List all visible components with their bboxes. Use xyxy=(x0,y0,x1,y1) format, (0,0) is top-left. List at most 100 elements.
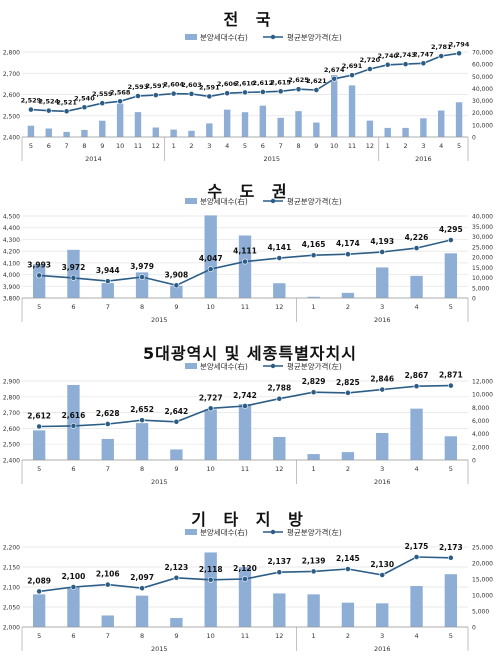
legend-line-marker xyxy=(270,198,276,204)
price-point xyxy=(420,60,427,67)
x-axis-tick: 8 xyxy=(140,632,144,640)
bar xyxy=(204,409,217,460)
bar xyxy=(330,75,338,137)
left-axis-tick: 2,500 xyxy=(3,442,20,449)
x-axis-tick: 8 xyxy=(140,465,144,473)
price-point xyxy=(224,90,231,97)
right-axis-tick: 10,000 xyxy=(472,275,493,282)
price-data-label: 2,610 xyxy=(235,79,256,87)
bar xyxy=(384,127,391,137)
price-data-label: 4,295 xyxy=(439,225,463,234)
price-data-label: 2,559 xyxy=(92,90,113,98)
x-axis-tick: 5 xyxy=(449,465,453,473)
bar xyxy=(63,131,70,137)
bar xyxy=(295,111,302,137)
price-data-label: 2,788 xyxy=(267,384,291,393)
price-data-label: 2,524 xyxy=(38,98,59,106)
chart-capital-area: 분양세대수(右) 평균분양가격(左) 3,800 3,900 4,000 4,100 4,2… xyxy=(3,196,493,324)
x-axis-tick: 10 xyxy=(207,465,215,473)
x-axis-tick: 10 xyxy=(116,142,124,150)
price-point xyxy=(36,423,43,430)
legend-bar-swatch xyxy=(185,34,197,40)
price-point xyxy=(456,50,462,57)
price-point xyxy=(207,576,214,583)
price-data-label: 3,993 xyxy=(27,260,51,269)
price-point xyxy=(447,554,454,561)
price-point xyxy=(207,405,214,412)
legend-line-label: 평균분양가격(左) xyxy=(287,196,342,206)
chart-metro-sejong: 분양세대수(右) 평균분양가격(左) 2,400 2,500 2,600 2,700 2,8… xyxy=(3,361,493,486)
price-data-label: 2,139 xyxy=(302,556,326,565)
bar xyxy=(444,253,458,298)
chart-other-regions: 분양세대수(右) 평균분양가격(左) 2,000 2,050 2,100 2,150 2,2… xyxy=(3,527,493,653)
x-axis-tick: 1 xyxy=(312,632,316,640)
bar xyxy=(170,618,183,627)
price-data-label: 3,944 xyxy=(96,266,120,275)
panel-capital-area: 수 도 권 분양세대수(右) 평균분양가격(左) 3,800 3,900 4,000 4,… xyxy=(0,168,500,338)
right-axis-tick: 2,000 xyxy=(472,444,489,451)
x-axis-tick: 1 xyxy=(172,142,176,150)
bar xyxy=(241,112,249,137)
price-data-label: 2,612 xyxy=(27,412,51,421)
legend-line-label: 평균분양가격(左) xyxy=(287,361,342,371)
legend-line-marker xyxy=(270,529,276,535)
right-axis-tick: 25,000 xyxy=(472,545,493,552)
price-point xyxy=(276,569,283,576)
left-axis-tick: 2,600 xyxy=(3,92,20,99)
bar xyxy=(238,404,252,460)
x-axis-tick: 12 xyxy=(152,142,160,150)
year-label: 2015 xyxy=(151,316,168,324)
price-point xyxy=(447,382,454,389)
bar xyxy=(67,384,80,460)
price-data-label: 2,603 xyxy=(181,81,202,89)
chart-title: 기 타 지 방 xyxy=(191,510,309,529)
x-axis-tick: 2 xyxy=(346,303,350,311)
price-data-label: 2,540 xyxy=(74,94,95,102)
price-point xyxy=(104,421,111,427)
price-point xyxy=(99,100,106,107)
year-label: 2014 xyxy=(85,155,102,163)
x-axis-tick: 11 xyxy=(241,465,249,473)
price-point xyxy=(63,108,70,115)
x-axis-tick: 3 xyxy=(207,142,211,150)
right-axis-tick: 30,000 xyxy=(472,98,493,105)
left-axis-tick: 2,500 xyxy=(3,113,20,120)
right-axis-tick: 0 xyxy=(472,625,476,632)
bar xyxy=(455,102,463,137)
price-point xyxy=(188,90,195,97)
x-axis-tick: 11 xyxy=(241,632,249,640)
bar xyxy=(307,296,320,298)
chart-title: 전 국 xyxy=(223,10,277,29)
x-axis-tick: 11 xyxy=(134,142,142,150)
price-data-label: 2,175 xyxy=(405,542,429,551)
left-axis-tick: 2,400 xyxy=(3,458,20,465)
bar xyxy=(273,593,286,627)
bar xyxy=(376,267,389,298)
price-point xyxy=(207,266,214,272)
bar xyxy=(238,567,252,627)
price-data-label: 2,612 xyxy=(253,79,274,87)
x-axis-tick: 4 xyxy=(225,142,229,150)
bar xyxy=(206,123,213,137)
price-point xyxy=(36,588,43,595)
left-axis-tick: 2,200 xyxy=(3,545,20,552)
right-axis-tick: 10,000 xyxy=(472,392,493,399)
year-label: 2015 xyxy=(151,645,168,653)
left-axis-tick: 3,900 xyxy=(3,284,20,291)
price-point xyxy=(349,72,355,79)
left-axis-tick: 2,800 xyxy=(3,394,20,401)
year-label: 2016 xyxy=(374,316,391,324)
x-axis-tick: 1 xyxy=(312,465,316,473)
x-axis-tick: 12 xyxy=(275,303,283,311)
bar xyxy=(135,423,149,460)
bar xyxy=(81,129,88,137)
x-axis-tick: 8 xyxy=(82,142,86,150)
left-axis-tick: 2,800 xyxy=(3,50,20,57)
panel-nationwide: 전 국 분양세대수(右) 평균분양가격(左) 2,400 2,500 2,600 2,70… xyxy=(0,0,500,195)
x-axis-tick: 5 xyxy=(37,465,41,473)
x-axis-tick: 7 xyxy=(279,142,283,150)
price-point xyxy=(242,576,248,582)
x-axis-tick: 2 xyxy=(189,142,193,150)
x-axis-tick: 5 xyxy=(37,303,41,311)
price-data-label: 2,727 xyxy=(199,393,223,402)
